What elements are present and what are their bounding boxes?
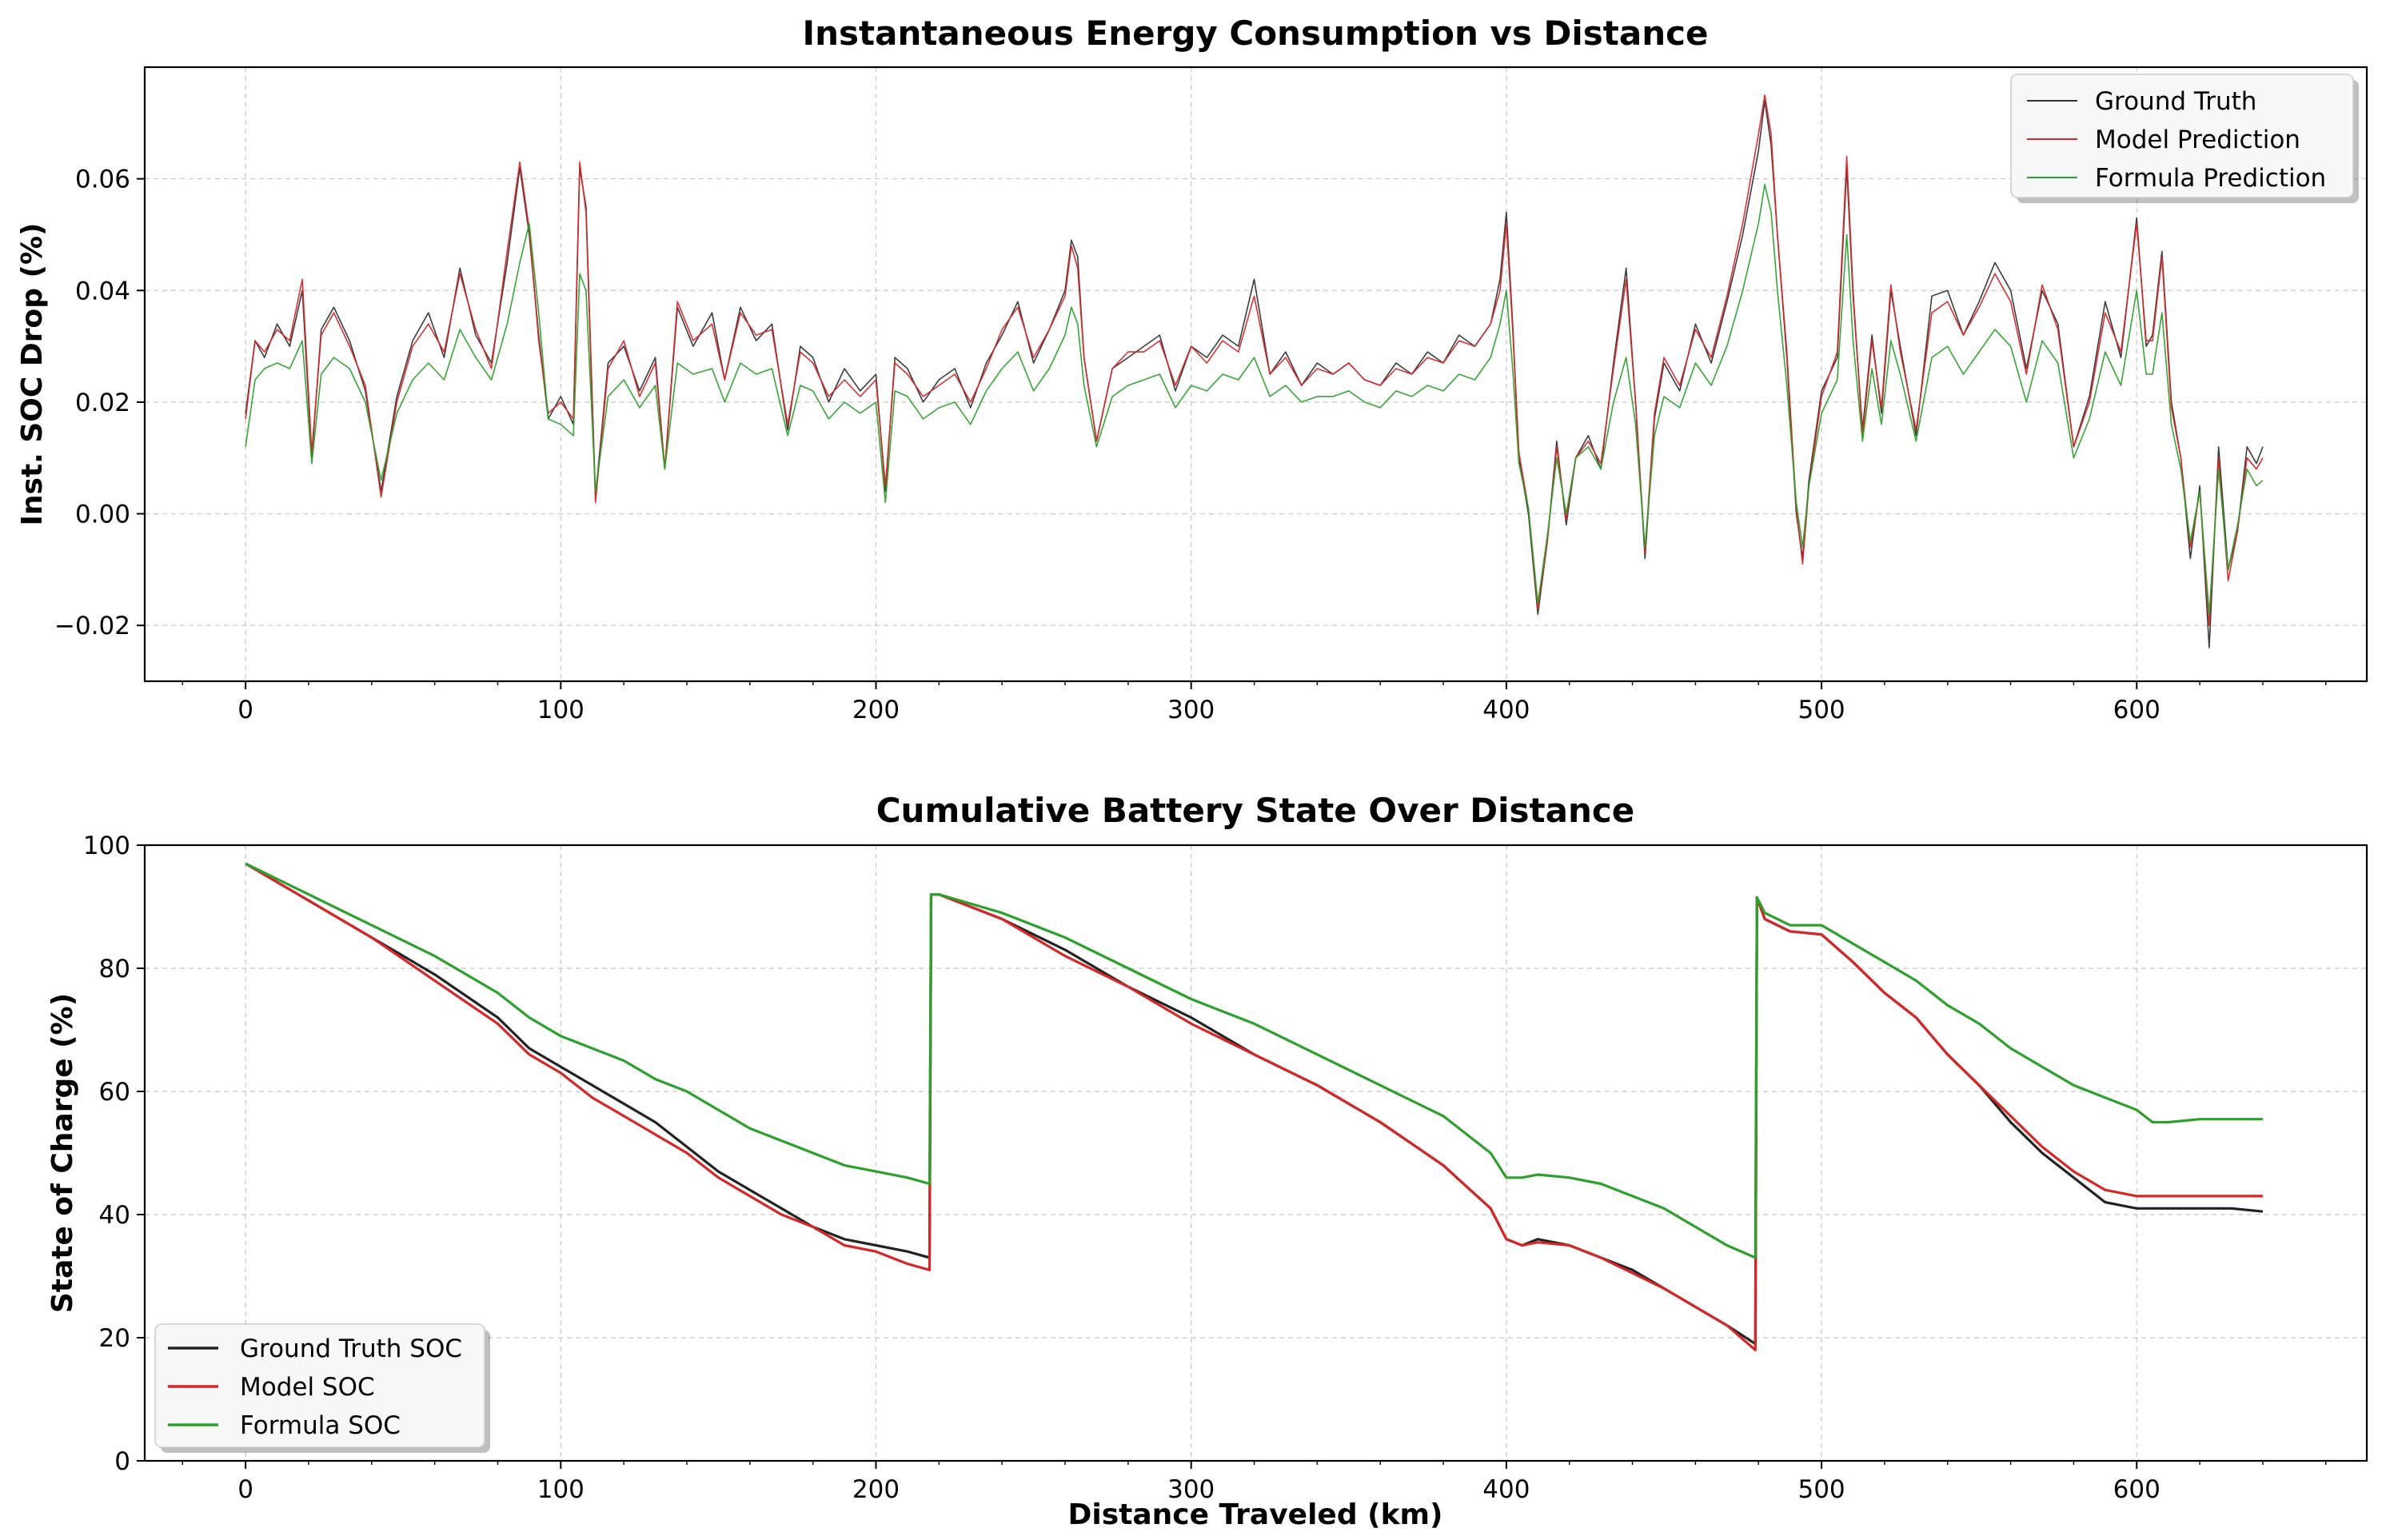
x-tick-label: 100	[537, 1475, 585, 1504]
x-tick-label: 400	[1482, 696, 1530, 724]
legend-label-model-prediction: Model Prediction	[2095, 126, 2300, 154]
x-tick-label: 0	[237, 1475, 253, 1504]
chart-instantaneous-energy: Instantaneous Energy Consumption vs Dist…	[16, 14, 2368, 724]
y-axis-label: Inst. SOC Drop (%)	[16, 222, 49, 525]
series-line-model-prediction	[245, 94, 2264, 627]
series-group	[245, 94, 2264, 648]
x-tick-label: 200	[852, 1475, 900, 1504]
x-tick-label: 0	[237, 696, 253, 724]
y-tick-label: 60	[99, 1078, 130, 1107]
plot-frame	[143, 844, 2368, 1462]
x-tick-label: 500	[1797, 696, 1845, 724]
legend-label-ground-truth: Ground Truth	[2095, 87, 2256, 116]
x-tick-label: 200	[852, 696, 900, 724]
y-tick-label: 0.06	[75, 166, 130, 194]
series-group	[245, 862, 2264, 1352]
legend-label-formula-soc: Formula SOC	[240, 1411, 401, 1440]
legend-label-model-soc: Model SOC	[240, 1373, 375, 1402]
y-tick-label: −0.02	[54, 612, 130, 640]
chart-cumulative-battery-state: Cumulative Battery State Over Distance 0…	[46, 791, 2368, 1531]
series-line-formula-prediction	[245, 183, 2264, 616]
y-tick-label: 40	[99, 1201, 130, 1230]
y-axis-label: State of Charge (%)	[46, 993, 79, 1313]
legend: Ground Truth SOC Model SOC Formula SOC	[154, 1323, 490, 1453]
y-tick-label: 0.04	[75, 277, 130, 305]
series-line-model-soc	[245, 862, 2263, 1352]
series-line-formula-soc	[245, 862, 2263, 1259]
y-tick-label: 80	[99, 955, 130, 983]
x-tick-label: 600	[2113, 696, 2161, 724]
chart-title: Cumulative Battery State Over Distance	[876, 791, 1635, 830]
chart-title: Instantaneous Energy Consumption vs Dist…	[803, 14, 1709, 53]
x-tick-label: 300	[1167, 696, 1215, 724]
x-tick-label: 100	[537, 696, 585, 724]
x-tick-label: 400	[1482, 1475, 1530, 1504]
legend-label-formula-prediction: Formula Prediction	[2095, 164, 2326, 193]
x-axis-label: Distance Traveled (km)	[1067, 1498, 1442, 1531]
plot-frame	[143, 66, 2368, 683]
y-tick-label: 0.00	[75, 501, 130, 529]
legend-label-ground-truth-soc: Ground Truth SOC	[240, 1335, 462, 1363]
y-tick-label: 20	[99, 1324, 130, 1353]
x-tick-label: 300	[1167, 1475, 1215, 1504]
y-axis: 0 20 40 60 80 100	[83, 832, 145, 1476]
x-axis: 0 100 200 300 400 500 600	[182, 1461, 2327, 1504]
y-tick-label: 100	[83, 832, 130, 860]
x-axis: 0 100 200 300 400 500 600	[182, 681, 2327, 724]
y-tick-label: 0	[114, 1447, 130, 1476]
y-tick-label: 0.02	[75, 389, 130, 417]
y-axis: −0.02 0.00 0.02 0.04 0.06	[54, 166, 145, 640]
legend: Ground Truth Model Prediction Formula Pr…	[2010, 74, 2359, 203]
x-tick-label: 500	[1797, 1475, 1845, 1504]
x-tick-label: 600	[2113, 1475, 2161, 1504]
